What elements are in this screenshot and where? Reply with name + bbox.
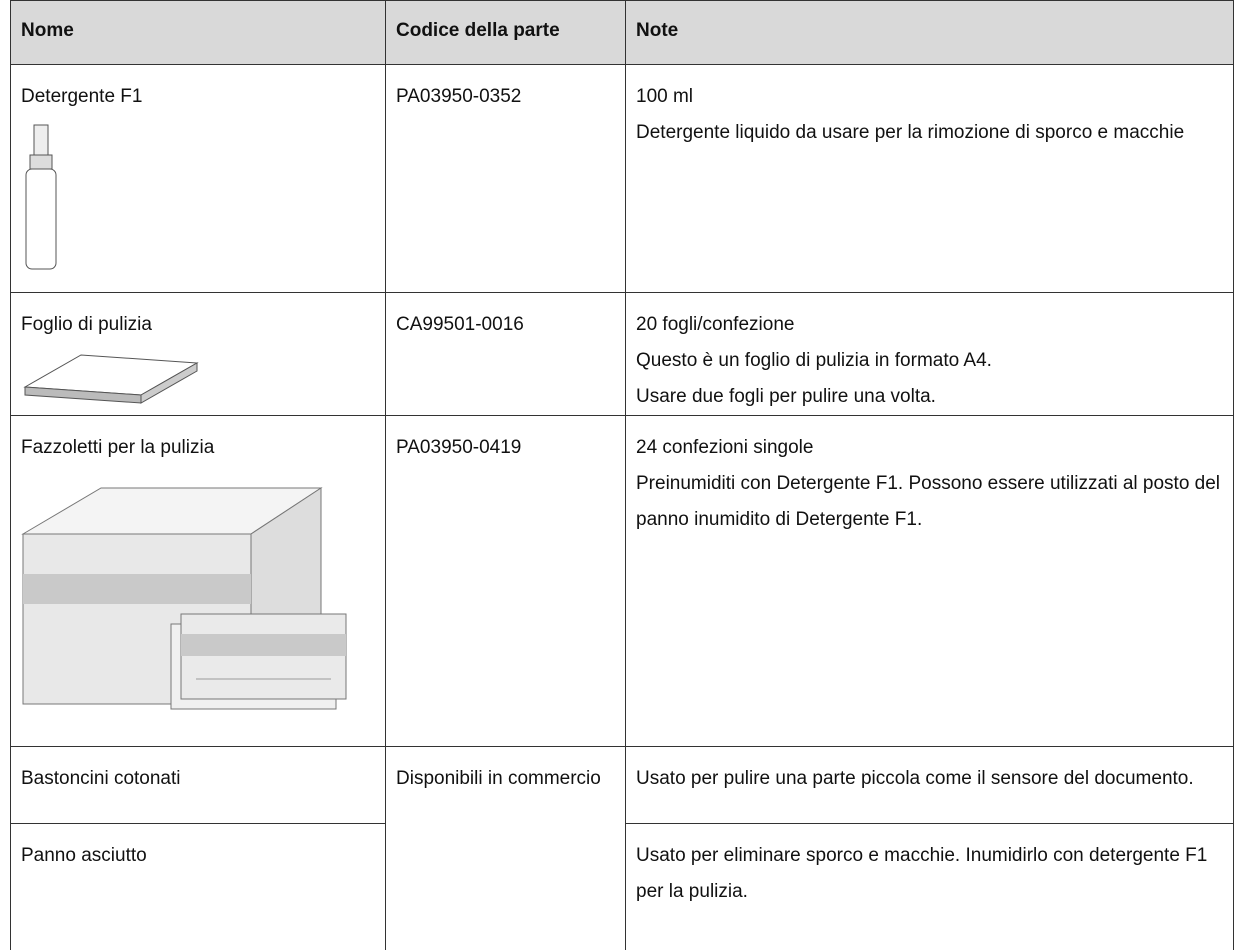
name-cell: Detergente F1 [10, 64, 386, 293]
name-cell: Fazzoletti per la pulizia [10, 415, 386, 747]
header-cell: Note [625, 0, 1234, 65]
header-row: Nome Codice della parte Note [10, 0, 1234, 65]
row: Fazzoletti per la pulizia PA03950-0419 2… [10, 415, 1234, 747]
notes-cell: Usato per eliminare sporco e macchie. In… [625, 823, 1234, 950]
wipes-image [21, 487, 347, 710]
sheet-image [23, 354, 199, 404]
name-cell: Bastoncini cotonati [10, 746, 386, 824]
note: 20 fogli/confezione [636, 314, 795, 335]
row: Panno asciutto Usato per eliminare sporc… [10, 823, 1234, 950]
note: Preinumiditi con Detergente F1. Possono … [636, 473, 1221, 530]
row: Bastoncini cotonati Disponibili in comme… [10, 746, 1234, 950]
bottle-image [25, 124, 57, 270]
note: Usato per eliminare sporco e macchie. In… [636, 845, 1208, 902]
row: Detergente F1 PA03950-0352 100 ml Deterge… [10, 64, 1234, 293]
name: Detergente F1 [21, 86, 143, 107]
notes-cell: 20 fogli/confezione Questo è un foglio di… [625, 292, 1234, 416]
name: Foglio di pulizia [21, 314, 152, 335]
note: 100 ml [636, 86, 694, 107]
row: Foglio di pulizia CA99501-0016 20 fogli/… [10, 292, 1234, 416]
code-cell: PA03950-0419 [385, 415, 626, 747]
header-cell: Nome [10, 0, 386, 65]
note: Detergente liquido da usare per la rimoz… [636, 122, 1185, 143]
note: Questo è un foglio di pulizia in formato… [636, 350, 992, 371]
code-cell: CA99501-0016 [385, 292, 626, 416]
notes-cell: Usato per pulire una parte piccola come … [625, 746, 1234, 824]
header-cell: Codice della parte [385, 0, 626, 65]
name-cell: Panno asciutto [10, 823, 386, 950]
parts-table: Nome Codice della parte Note Detergente … [10, 0, 1234, 950]
note: 24 confezioni singole [636, 437, 814, 458]
note: Usare due fogli per pulire una volta. [636, 386, 936, 407]
code-cell: PA03950-0352 [385, 64, 626, 293]
note: Usato per pulire una parte piccola come … [636, 768, 1194, 789]
notes-cell: 100 ml Detergente liquido da usare per la… [625, 64, 1234, 293]
notes-cell: 24 confezioni singole Preinumiditi con De… [625, 415, 1234, 747]
name: Fazzoletti per la pulizia [21, 437, 215, 458]
name-cell: Foglio di pulizia [10, 292, 386, 416]
code-cell: Disponibili in commercio [385, 746, 626, 950]
